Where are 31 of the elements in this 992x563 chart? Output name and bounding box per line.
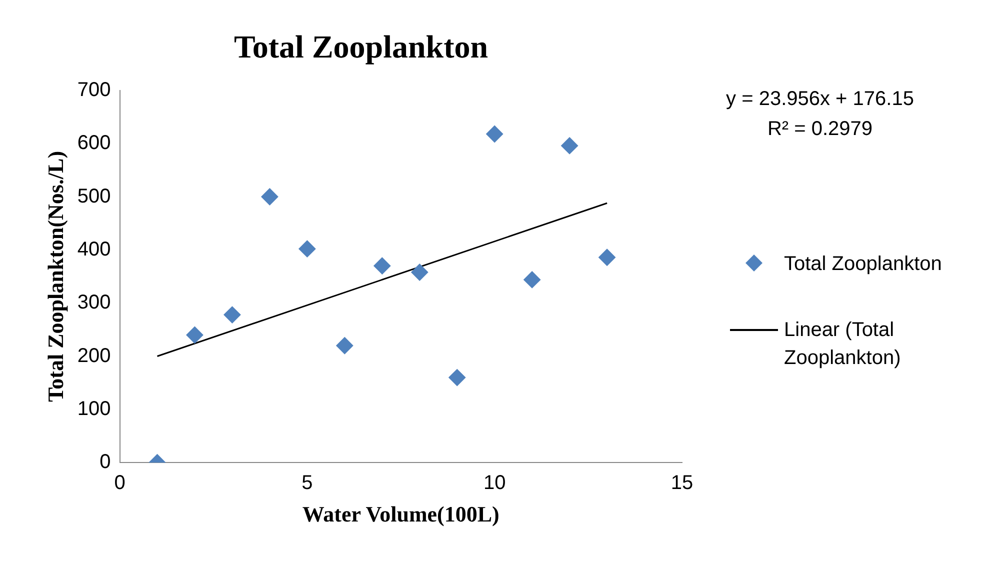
y-tick-label: 300	[77, 292, 111, 314]
text: y = 23.956x + 176.15	[725, 87, 915, 112]
x-tick-label: 5	[302, 472, 313, 494]
y-tick-label: 100	[77, 398, 111, 420]
point	[186, 326, 204, 344]
x-tick-label: 10	[483, 472, 506, 494]
point	[224, 306, 241, 324]
x-tick-label: 15	[670, 472, 694, 494]
chart-title: Total Zooplankton	[234, 28, 488, 64]
point	[561, 137, 578, 154]
point	[486, 126, 504, 142]
y-tick-label: 700	[77, 78, 111, 101]
y-tick-label: 600	[77, 132, 111, 154]
y-axis-title: Total Zooplankton(Nos./L)	[42, 150, 68, 402]
point	[411, 264, 428, 281]
y-tick-label: 200	[77, 344, 111, 367]
point	[524, 271, 541, 288]
legend-label: Linear (Total Zooplankton)	[784, 318, 902, 371]
point	[298, 240, 316, 258]
text: R² = 0.2979	[766, 117, 874, 142]
point	[336, 337, 354, 354]
point	[261, 188, 278, 206]
y-tick-label: 500	[77, 185, 111, 208]
point	[448, 369, 466, 386]
y-tick-label: 400	[77, 238, 111, 260]
point	[374, 257, 391, 274]
x-axis-title: Water Volume(100L)	[302, 501, 500, 526]
y-tick-label: 0	[100, 451, 111, 474]
point	[598, 248, 616, 266]
x-tick-label: 0	[114, 472, 126, 494]
legend-label: Total Zooplankton	[784, 252, 943, 277]
